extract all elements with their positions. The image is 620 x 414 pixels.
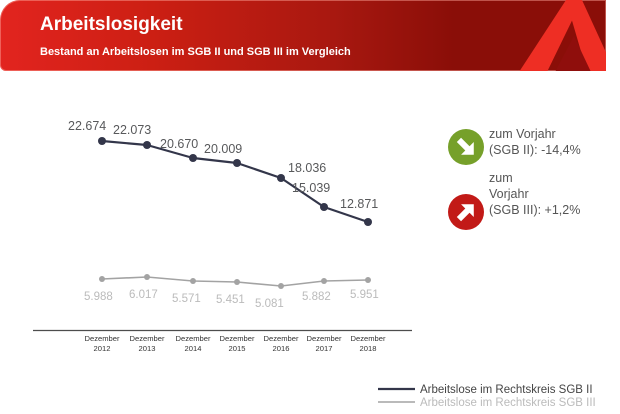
svg-text:2017: 2017 — [316, 344, 333, 353]
svg-text:Dezember: Dezember — [350, 334, 385, 343]
svg-text:5.988: 5.988 — [84, 291, 113, 303]
svg-text:6.017: 6.017 — [129, 289, 158, 301]
svg-text:Dezember: Dezember — [263, 334, 298, 343]
svg-text:2013: 2013 — [139, 344, 156, 353]
svg-text:5.951: 5.951 — [350, 289, 379, 301]
svg-text:18.036: 18.036 — [288, 161, 326, 175]
svg-text:Arbeitslose im Rechtskreis SGB: Arbeitslose im Rechtskreis SGB II — [420, 384, 593, 396]
svg-text:Dezember: Dezember — [306, 334, 341, 343]
svg-text:5.882: 5.882 — [302, 291, 331, 303]
svg-text:Dezember: Dezember — [175, 334, 210, 343]
svg-text:5.571: 5.571 — [172, 293, 201, 305]
svg-text:15.039: 15.039 — [292, 181, 330, 195]
svg-text:20.670: 20.670 — [160, 137, 198, 151]
svg-text:2014: 2014 — [185, 344, 202, 353]
svg-text:2015: 2015 — [229, 344, 246, 353]
svg-text:Dezember: Dezember — [84, 334, 119, 343]
svg-text:20.009: 20.009 — [204, 142, 242, 156]
svg-text:2018: 2018 — [360, 344, 377, 353]
svg-text:22.674: 22.674 — [68, 119, 106, 133]
svg-text:22.073: 22.073 — [113, 123, 151, 137]
svg-text:5.451: 5.451 — [216, 294, 245, 306]
svg-text:12.871: 12.871 — [340, 197, 378, 211]
svg-text:Arbeitslose im Rechtskreis SGB: Arbeitslose im Rechtskreis SGB III — [420, 397, 596, 409]
svg-text:5.081: 5.081 — [255, 298, 284, 310]
svg-text:2016: 2016 — [273, 344, 290, 353]
svg-text:Dezember: Dezember — [129, 334, 164, 343]
svg-text:2012: 2012 — [94, 344, 111, 353]
svg-text:Dezember: Dezember — [219, 334, 254, 343]
